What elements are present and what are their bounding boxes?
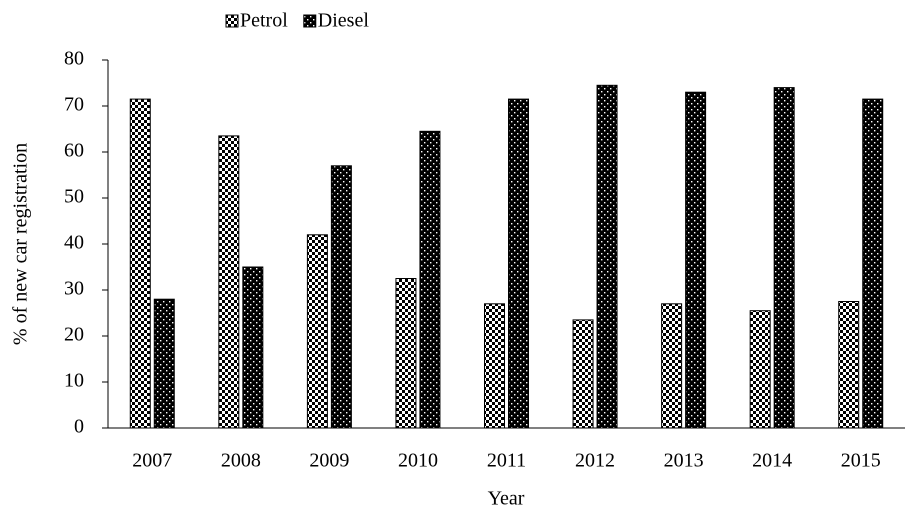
bar	[661, 303, 683, 429]
x-tick-label: 2007	[132, 450, 172, 472]
y-tick-label: 80	[64, 48, 84, 70]
bar	[330, 165, 352, 429]
bar	[862, 98, 884, 429]
y-tick-label: 60	[64, 140, 84, 162]
y-axis-label: % of new car registration	[10, 143, 32, 345]
y-tick-label: 40	[64, 232, 84, 254]
bar	[838, 301, 860, 429]
bar	[685, 91, 707, 429]
x-tick-label: 2015	[841, 450, 881, 472]
bar	[395, 278, 417, 429]
x-tick-label: 2013	[664, 450, 704, 472]
bar	[508, 98, 529, 429]
bar	[749, 310, 771, 429]
legend-swatch	[225, 14, 239, 28]
y-tick-label: 70	[64, 94, 84, 116]
bar	[773, 87, 795, 429]
bar	[153, 298, 175, 429]
legend-label: Petrol	[240, 10, 288, 32]
y-tick-label: 20	[64, 324, 84, 346]
x-tick-label: 2011	[487, 450, 526, 472]
x-tick-label: 2009	[309, 450, 349, 472]
x-tick-label: 2014	[752, 450, 792, 472]
bar	[129, 98, 151, 429]
x-tick-label: 2010	[398, 450, 438, 472]
legend-label: Diesel	[318, 10, 370, 32]
y-tick-label: 10	[64, 370, 84, 392]
bar	[242, 266, 264, 429]
bar	[419, 130, 441, 429]
bar	[572, 319, 594, 429]
legend-swatch	[303, 14, 317, 28]
x-axis-label: Year	[488, 488, 525, 510]
bar	[218, 135, 240, 429]
x-tick-label: 2008	[221, 450, 261, 472]
bar	[484, 303, 505, 429]
y-tick-label: 50	[64, 186, 84, 208]
x-tick-label: 2012	[575, 450, 615, 472]
bar	[596, 84, 618, 429]
bar	[306, 234, 328, 429]
y-tick-label: 30	[64, 278, 84, 300]
y-tick-label: 0	[74, 416, 84, 438]
